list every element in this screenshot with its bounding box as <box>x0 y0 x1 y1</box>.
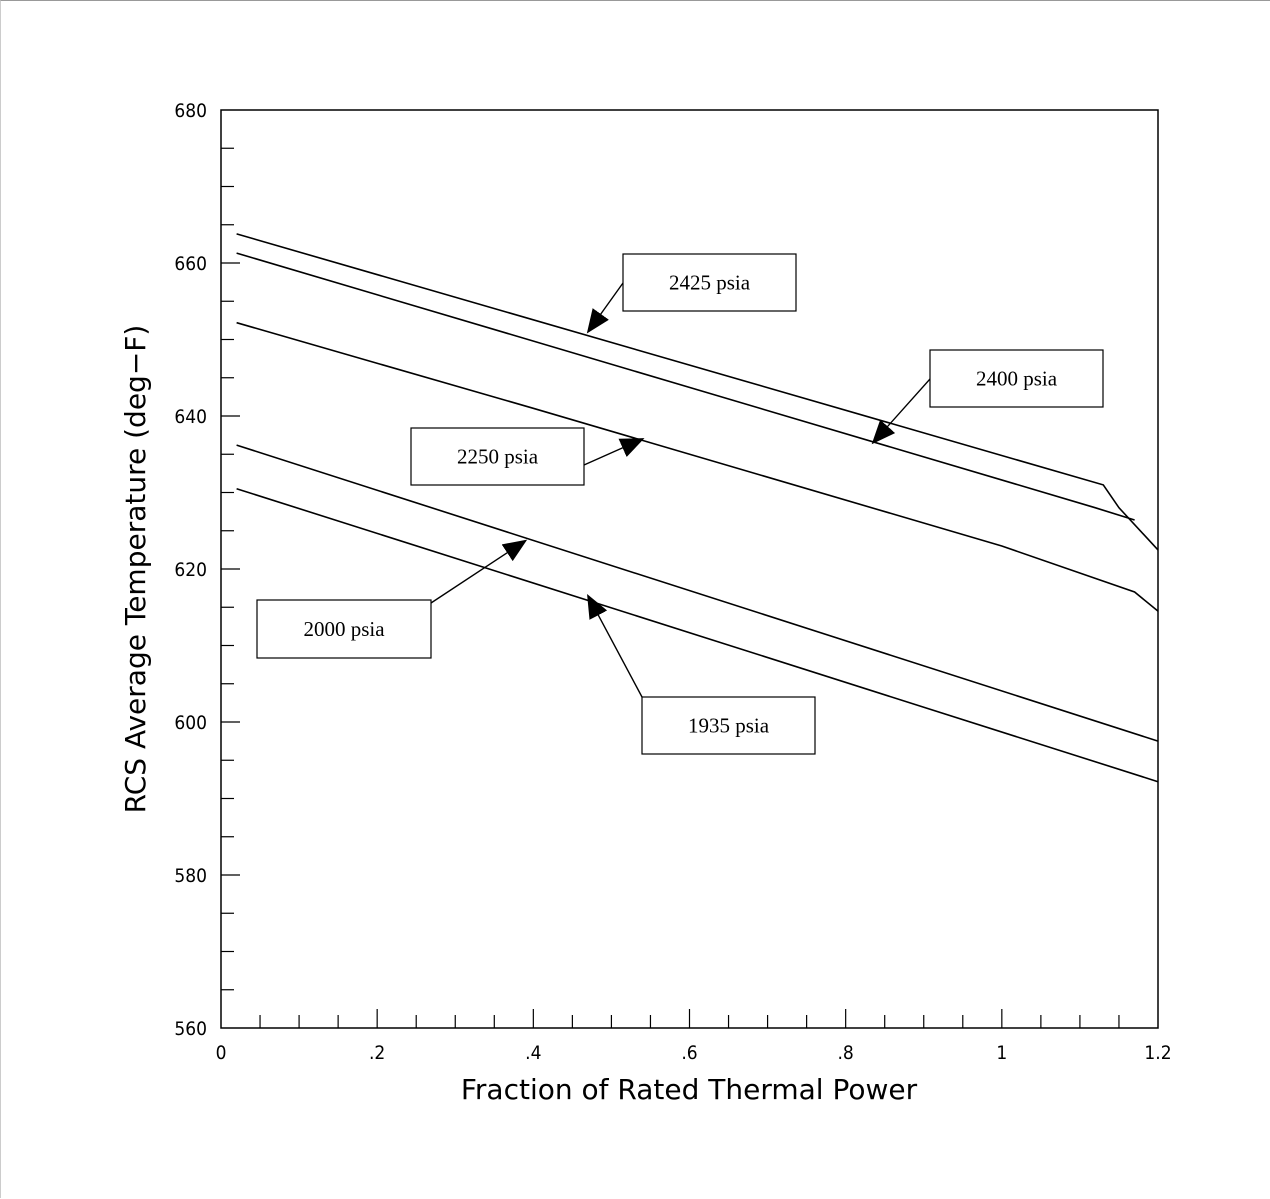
callout-2250-psia: 2250 psia <box>410 427 645 486</box>
axis-tick-labels: 0 .2 .4 .6 .8 1 1.2 560 580 600 620 640 660 680 <box>174 100 1171 1064</box>
y-tick-label: 600 <box>174 712 207 734</box>
callout-arrow <box>587 594 643 698</box>
y-tick-label: 640 <box>174 406 207 428</box>
y-tick-label: 620 <box>174 559 207 581</box>
callout-2000-psia: 2000 psia <box>256 539 528 659</box>
callout-label: 1935 psia <box>688 714 770 738</box>
x-tick-label: 1.2 <box>1144 1042 1171 1064</box>
axis-ticks <box>221 147 1120 1028</box>
callout-label: 2425 psia <box>669 271 751 295</box>
y-tick-label: 660 <box>174 253 207 275</box>
series-line-2250-psia <box>236 321 1159 612</box>
x-tick-label: 0 <box>216 1042 227 1064</box>
callout-1935-psia: 1935 psia <box>587 594 816 755</box>
callout-label: 2000 psia <box>303 617 385 641</box>
x-tick-label: .6 <box>681 1042 697 1064</box>
callout-arrow <box>583 438 645 466</box>
callout-arrow <box>430 539 528 604</box>
callout-arrow <box>586 282 624 334</box>
callout-box <box>641 696 816 755</box>
x-tick-label: .2 <box>369 1042 385 1064</box>
callout-box <box>256 599 432 659</box>
y-tick-label: 580 <box>174 865 207 887</box>
callout-label: 2400 psia <box>976 367 1058 391</box>
callout-2425-psia: 2425 psia <box>586 253 797 334</box>
series-line-2400-psia <box>236 252 1135 521</box>
x-tick-label: .8 <box>838 1042 854 1064</box>
series-line-2000-psia <box>236 444 1159 742</box>
series-lines <box>236 233 1159 783</box>
y-tick-label: 680 <box>174 100 207 122</box>
x-axis-title: Fraction of Rated Thermal Power <box>461 1073 918 1106</box>
x-tick-label: .4 <box>525 1042 541 1064</box>
callout-arrow <box>871 378 931 445</box>
callout-2400-psia: 2400 psia <box>871 349 1104 445</box>
callout-box <box>410 427 585 486</box>
y-axis-title: RCS Average Temperature (deg−F) <box>119 325 152 814</box>
y-tick-label: 560 <box>174 1018 207 1040</box>
x-tick-label: 1 <box>996 1042 1007 1064</box>
callout-label: 2250 psia <box>457 445 539 469</box>
series-line-1935-psia <box>236 487 1159 783</box>
series-line-2425-psia <box>236 233 1159 551</box>
callout-box <box>929 349 1104 408</box>
plot-frame <box>220 109 1159 1029</box>
callout-box <box>622 253 797 312</box>
callouts: 2425 psia 2400 psia 2250 psia 2000 psia 1935… <box>256 253 1104 755</box>
